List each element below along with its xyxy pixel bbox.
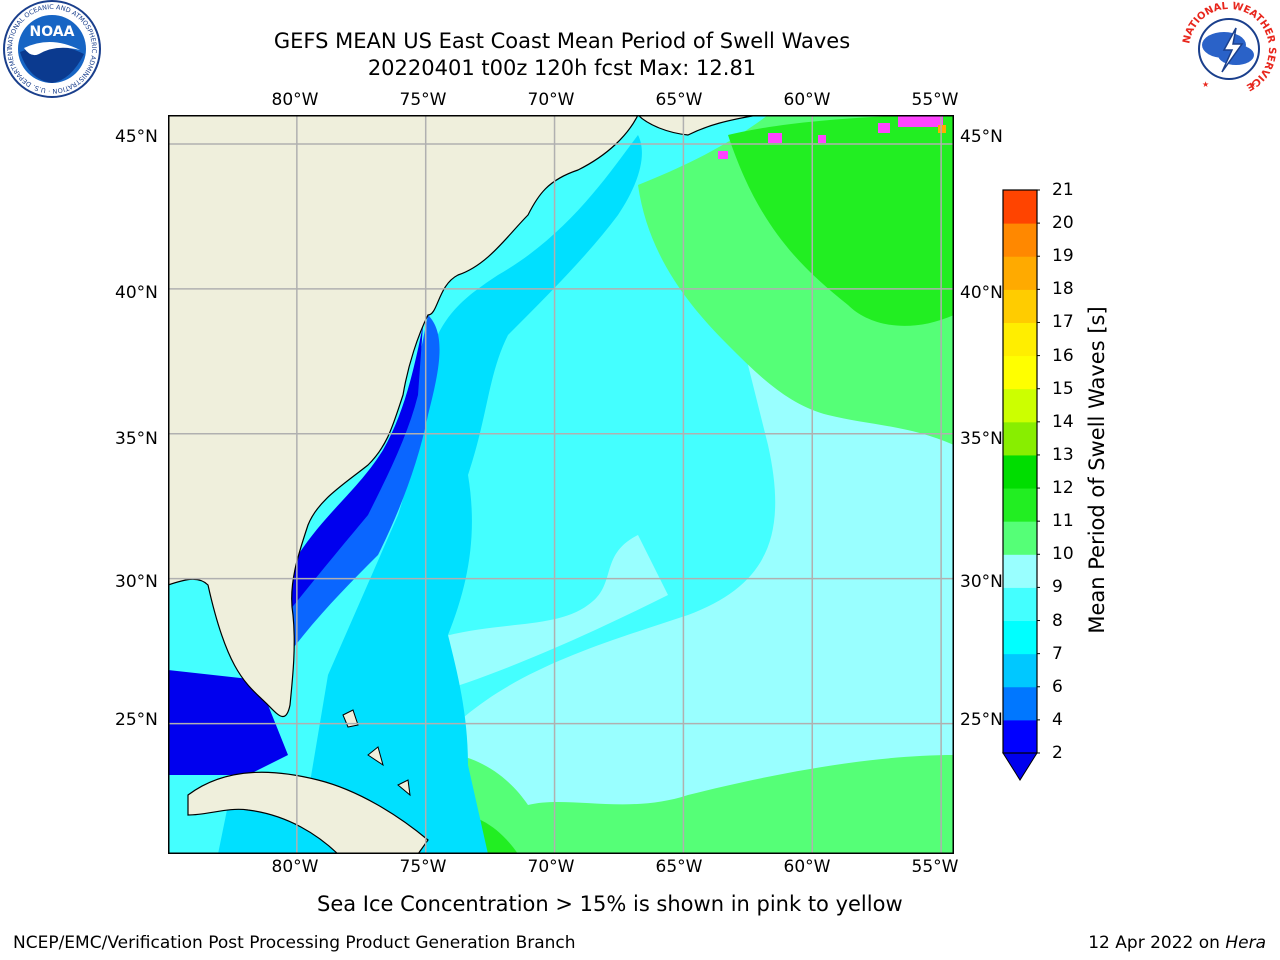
lon-label-bottom: 60°W (783, 857, 831, 877)
lon-label-top: 70°W (527, 90, 575, 110)
svg-text:NOAA: NOAA (30, 24, 75, 40)
footer-machine: Hera (1225, 933, 1266, 953)
colorbar-segment (1003, 454, 1037, 489)
lat-label-left: 30°N (115, 572, 158, 592)
colorbar-tick-label: 9 (1052, 577, 1063, 598)
swell-green-core (728, 115, 954, 326)
colorbar-tick-label: 13 (1052, 444, 1074, 465)
colorbar-labels: 2 4 6 7 8 9 10 11 12 13 14 15 16 17 18 19 20 21 (1052, 0, 1092, 960)
lon-label-top: 55°W (911, 90, 959, 110)
lat-label-left: 25°N (115, 710, 158, 730)
colorbar-tick-label: 8 (1052, 610, 1063, 631)
colorbar-tick-label: 2 (1052, 743, 1063, 763)
colorbar-segment (1003, 421, 1037, 456)
lat-label-left: 35°N (115, 429, 158, 449)
colorbar-tick-label: 17 (1052, 312, 1074, 333)
colorbar-tick-label: 16 (1052, 345, 1074, 366)
colorbar-tick-label: 12 (1052, 478, 1074, 499)
lat-label-right: 25°N (960, 710, 1003, 730)
colorbar-segment (1003, 653, 1037, 688)
ocean-light-patch (398, 535, 668, 695)
colorbar-extend-triangle (1002, 752, 1038, 781)
lat-label-right: 40°N (960, 283, 1003, 303)
colorbar-segment (1003, 256, 1037, 290)
colorbar-tick-label: 15 (1052, 378, 1074, 399)
map-svg (168, 115, 954, 854)
nws-logo: NATIONAL WEATHER SERVICE ★ ★ (1178, 0, 1280, 100)
colorbar-segment (1003, 554, 1037, 588)
footer-credit: NCEP/EMC/Verification Post Processing Pr… (13, 933, 576, 953)
colorbar-segment (1003, 488, 1037, 522)
land-nova-scotia (637, 115, 759, 136)
svg-text:★: ★ (1202, 80, 1209, 89)
lon-label-bottom: 70°W (527, 857, 575, 877)
footer-date: 12 Apr 2022 on Hera (1088, 933, 1266, 953)
colorbar-segment (1003, 686, 1037, 721)
ocean-light-zone (418, 285, 954, 854)
colorbar-segment (1003, 587, 1037, 622)
colorbar-tick-label: 4 (1052, 709, 1063, 730)
colorbar-tick-label: 20 (1052, 213, 1074, 234)
colorbar-segment (1003, 223, 1037, 257)
sea-ice-cells (718, 115, 946, 159)
colorbar-tick-label: 7 (1052, 643, 1063, 664)
lon-label-bottom: 55°W (911, 857, 959, 877)
colorbar-tick-label: 10 (1052, 544, 1074, 565)
colorbar-tick-label: 11 (1052, 511, 1074, 532)
lon-label-top: 60°W (783, 90, 831, 110)
colorbar-tick-label: 6 (1052, 676, 1063, 697)
lat-label-left: 45°N (115, 127, 158, 147)
colorbar-segment (1003, 620, 1037, 655)
chart-subtitle: 20220401 t00z 120h fcst Max: 12.81 (367, 56, 757, 80)
colorbar-title: Mean Period of Swell Waves [s] (1085, 306, 1109, 634)
lon-label-top: 75°W (399, 90, 447, 110)
lon-label-top: 65°W (655, 90, 703, 110)
chart-title: GEFS MEAN US East Coast Mean Period of S… (273, 29, 851, 53)
lat-label-left: 40°N (115, 283, 158, 303)
colorbar-tick-label: 21 (1052, 180, 1074, 200)
colorbar-tick-label: 18 (1052, 279, 1074, 300)
lat-label-right: 35°N (960, 429, 1003, 449)
colorbar-svg (1002, 189, 1043, 781)
map-frame (168, 115, 954, 854)
colorbar-segment (1003, 190, 1037, 224)
ocean-mid-coastal (298, 135, 642, 854)
colorbar-segment (1003, 355, 1037, 390)
noaa-logo: NATIONAL OCEANIC AND ATMOSPHERIC ADMINIS… (0, 0, 103, 100)
map-panel (168, 115, 954, 854)
swell-green-south (418, 753, 954, 854)
colorbar-frame (1002, 189, 1038, 754)
colorbar-segment (1003, 719, 1037, 754)
lon-label-bottom: 80°W (271, 857, 319, 877)
colorbar (1000, 185, 1043, 785)
gulf-deep (168, 670, 288, 775)
lat-label-right: 45°N (960, 127, 1003, 147)
sea-ice-caption: Sea Ice Concentration > 15% is shown in … (317, 892, 903, 916)
colorbar-segment (1003, 289, 1037, 323)
ocean-deep-coastal (283, 325, 423, 615)
colorbar-tick-label: 19 (1052, 246, 1074, 267)
lon-label-bottom: 75°W (399, 857, 447, 877)
svg-text:★: ★ (1249, 80, 1256, 89)
lon-label-bottom: 65°W (655, 857, 703, 877)
land-cuba (187, 771, 429, 854)
lat-label-right: 30°N (960, 572, 1003, 592)
colorbar-segment (1003, 322, 1037, 357)
lon-label-top: 80°W (271, 90, 319, 110)
colorbar-tick-label: 14 (1052, 411, 1074, 432)
colorbar-segment (1003, 521, 1037, 555)
land-us-east (168, 115, 639, 718)
colorbar-segment (1003, 388, 1037, 423)
grid-lines (168, 115, 954, 854)
footer-date-text: 12 Apr 2022 on (1088, 933, 1226, 953)
